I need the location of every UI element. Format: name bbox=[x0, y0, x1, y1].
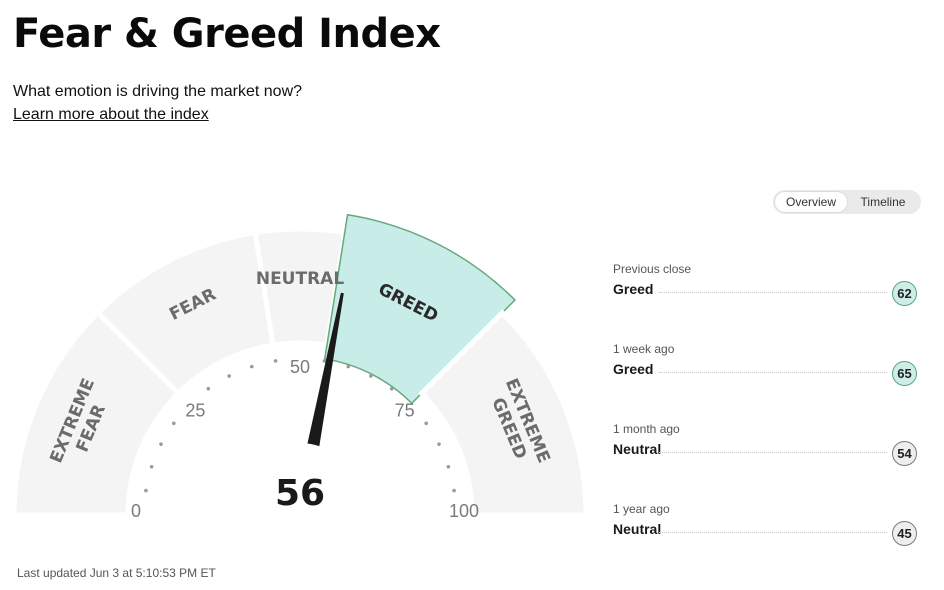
gauge-tick-dot bbox=[346, 364, 351, 369]
gauge-tick-dot bbox=[389, 386, 394, 391]
fear-greed-gauge: 0 25 50 75 100 EXTREMEFEAR FEAR NEUTRAL GREED EX… bbox=[0, 150, 600, 567]
gauge-score-value: 56 bbox=[275, 473, 325, 514]
gauge-tick-dot bbox=[171, 421, 176, 426]
history-label: Greed bbox=[613, 361, 654, 377]
gauge-tick-label: 25 bbox=[185, 400, 205, 420]
page-subtitle: What emotion is driving the market now? bbox=[13, 83, 303, 100]
dotted-leader bbox=[659, 372, 887, 373]
gauge-needle bbox=[300, 292, 344, 478]
dotted-leader bbox=[659, 292, 887, 293]
gauge-tick-dot bbox=[227, 374, 231, 378]
gauge-tick-label: 75 bbox=[395, 400, 415, 420]
page-title: Fear & Greed Index bbox=[13, 11, 441, 57]
gauge-tick-dot bbox=[273, 359, 278, 363]
history-label: Greed bbox=[613, 281, 654, 297]
gauge-tick-dot bbox=[206, 386, 211, 391]
gauge-tick-dot bbox=[452, 488, 456, 493]
history-value-badge: 62 bbox=[892, 281, 917, 306]
gauge-tick-label: 100 bbox=[449, 501, 479, 521]
gauge-tick-dot bbox=[149, 464, 154, 469]
history-label: Neutral bbox=[613, 441, 662, 457]
gauge-zone-extreme-greed bbox=[418, 309, 589, 518]
gauge-tick-dot bbox=[159, 442, 163, 446]
history-item-1-month-ago: 1 month ago Neutral 54 bbox=[613, 422, 919, 502]
gauge-tick-dot bbox=[424, 421, 429, 426]
history-period: 1 week ago bbox=[613, 342, 675, 356]
last-updated-text: Last updated Jun 3 at 5:10:53 PM ET bbox=[17, 566, 216, 580]
history-item-previous-close: Previous close Greed 62 bbox=[613, 262, 919, 342]
dotted-leader bbox=[659, 452, 887, 453]
history-value-badge: 45 bbox=[892, 521, 917, 546]
learn-more-link[interactable]: Learn more about the index bbox=[13, 106, 209, 123]
history-item-1-year-ago: 1 year ago Neutral 45 bbox=[613, 502, 919, 582]
gauge-tick-dot bbox=[144, 488, 148, 493]
history-value-badge: 65 bbox=[892, 361, 917, 386]
historical-values-list: Previous close Greed 62 1 week ago Greed… bbox=[613, 262, 919, 582]
toggle-timeline-button[interactable]: Timeline bbox=[860, 195, 906, 209]
dotted-leader bbox=[659, 532, 887, 533]
gauge-tick-dot bbox=[369, 374, 373, 378]
gauge-tick-label: 0 bbox=[131, 501, 141, 521]
gauge-zone-greed bbox=[323, 213, 517, 405]
history-value-badge: 54 bbox=[892, 441, 917, 466]
gauge-zone-label: NEUTRAL bbox=[256, 269, 344, 289]
gauge-tick-dot bbox=[322, 359, 327, 363]
toggle-overview-button[interactable]: Overview bbox=[775, 192, 847, 212]
history-period: Previous close bbox=[613, 262, 692, 276]
gauge-tick-dot bbox=[437, 442, 441, 446]
gauge-tick-dot bbox=[446, 464, 451, 469]
history-item-1-week-ago: 1 week ago Greed 65 bbox=[613, 342, 919, 422]
gauge-tick-label: 50 bbox=[290, 357, 310, 377]
history-label: Neutral bbox=[613, 521, 662, 537]
history-period: 1 year ago bbox=[613, 502, 670, 516]
view-toggle: Overview Timeline bbox=[773, 190, 921, 214]
gauge-tick-dot bbox=[249, 364, 254, 369]
history-period: 1 month ago bbox=[613, 422, 680, 436]
